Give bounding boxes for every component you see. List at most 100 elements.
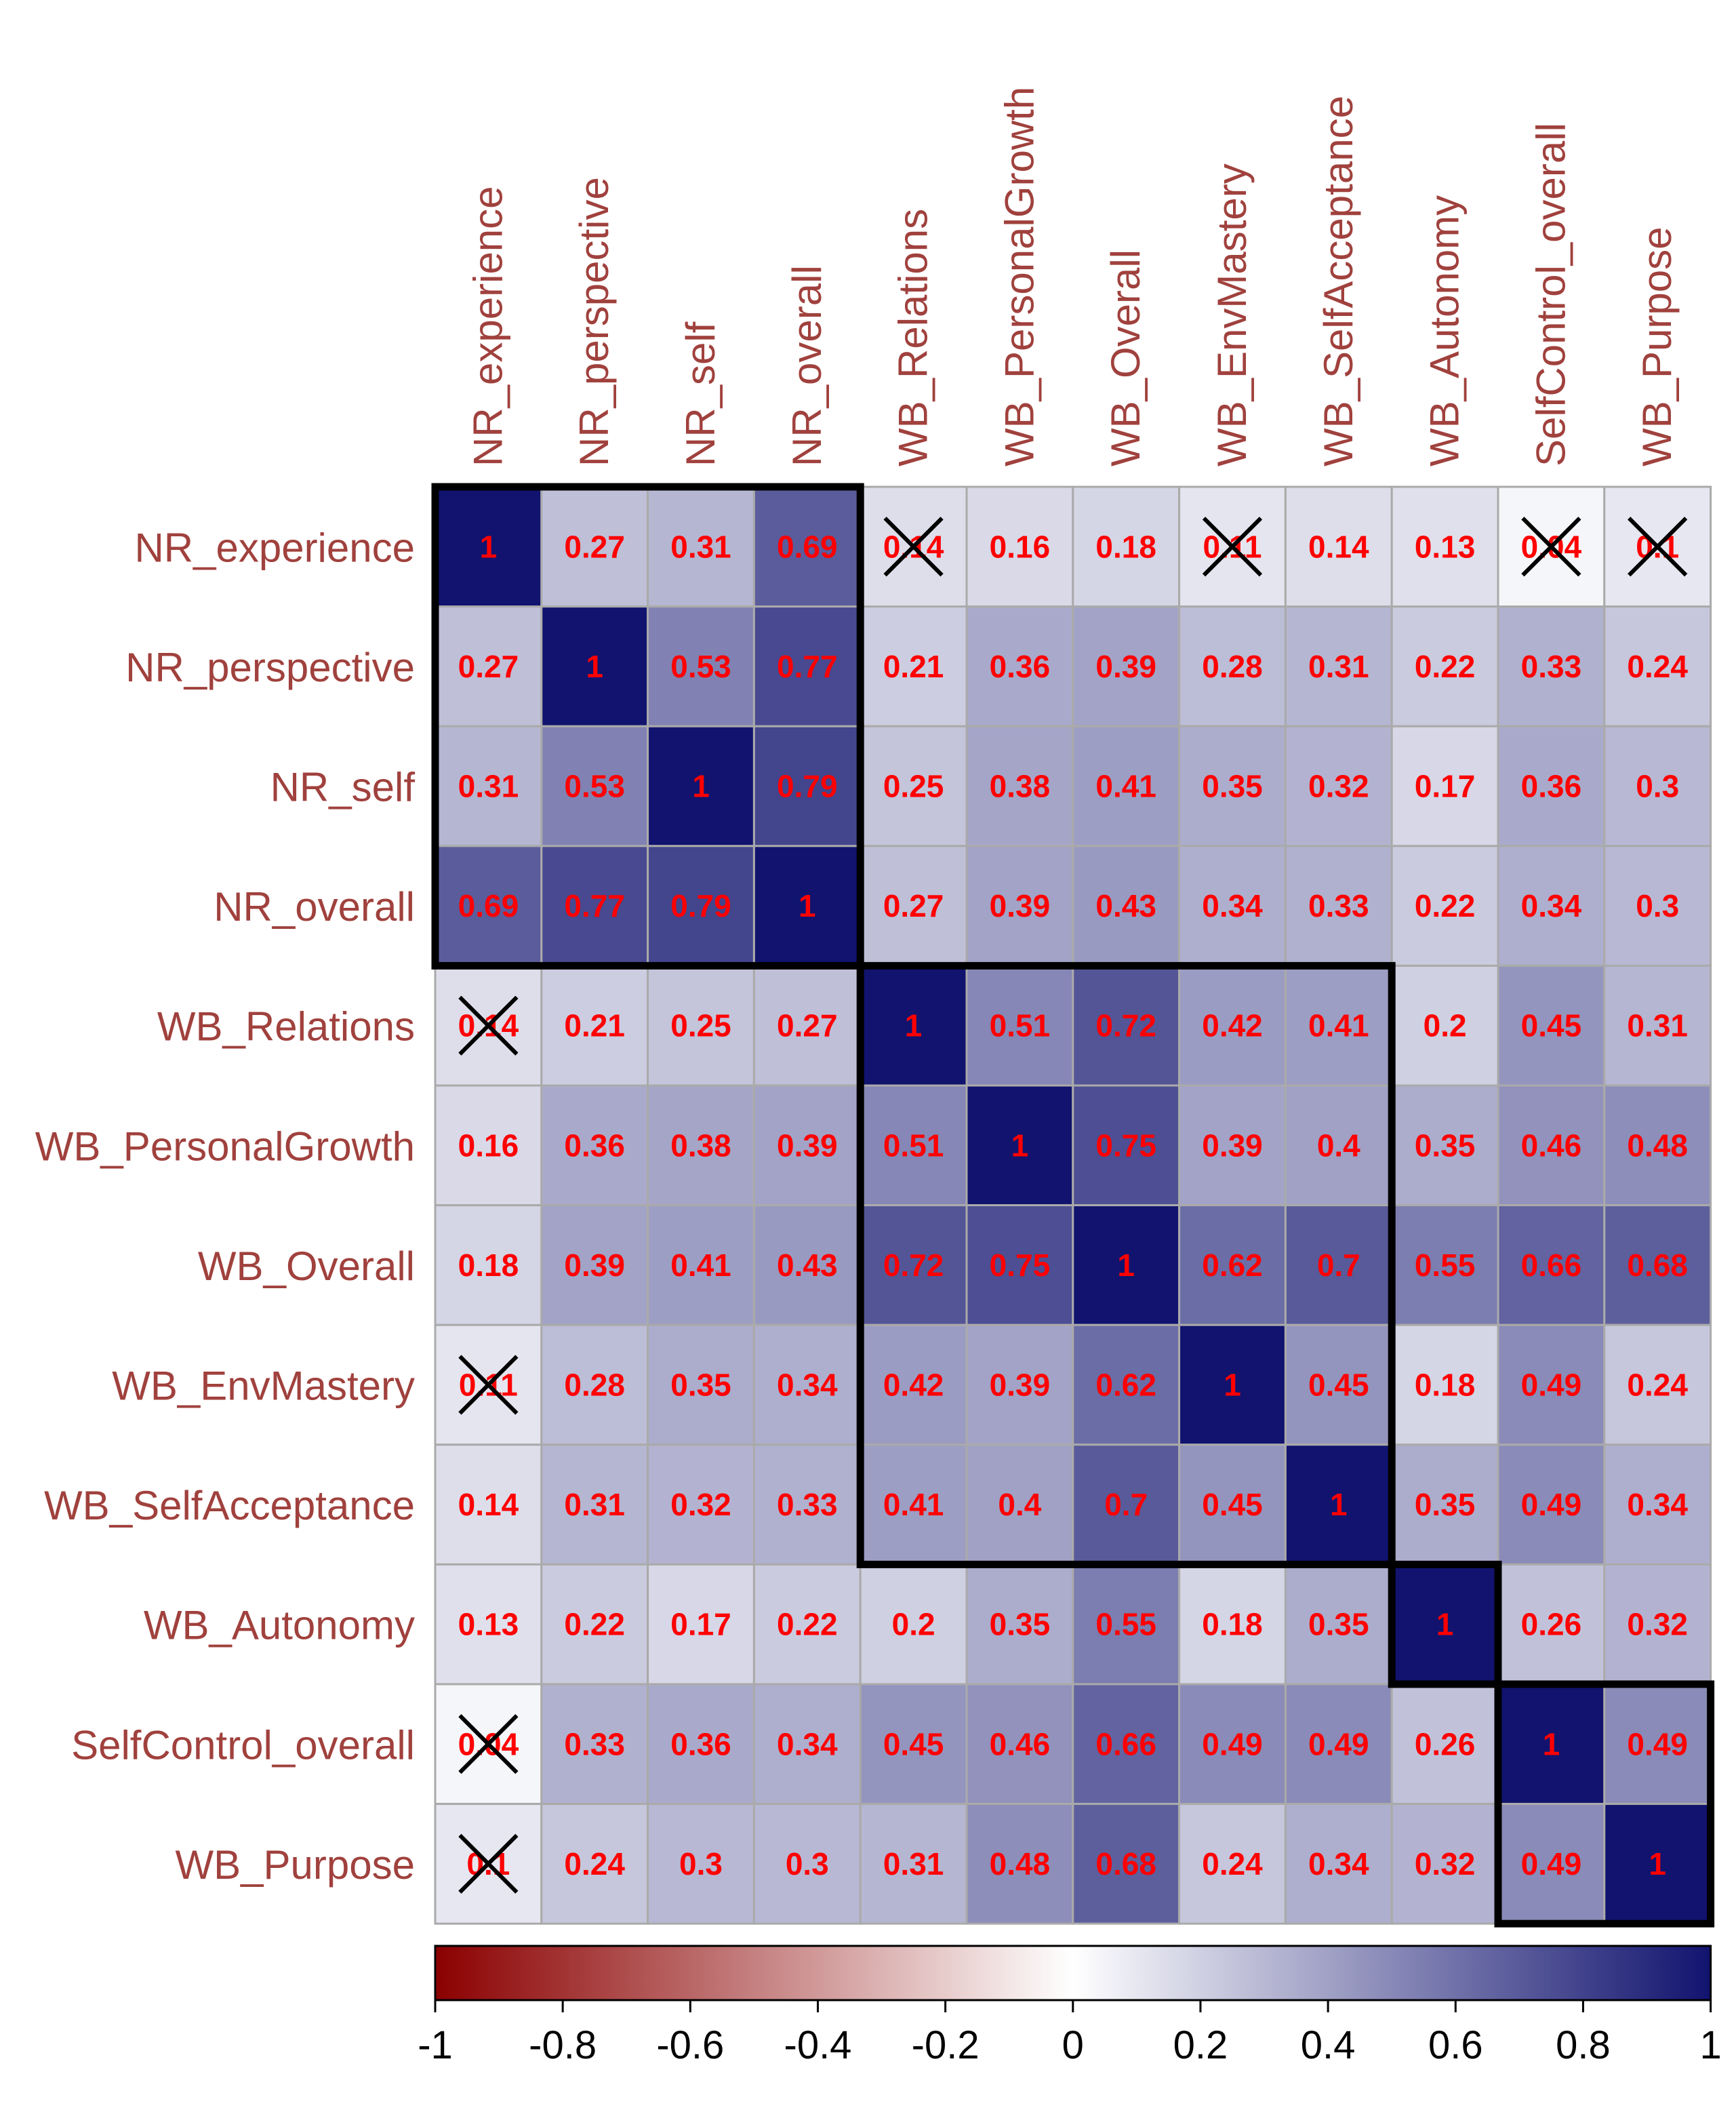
cell-value-label: 0.41 [883,1487,944,1522]
cell-value-label: 0.77 [777,649,838,684]
heatmap-cell [540,605,649,728]
cell-value-label: 0.4 [1317,1128,1360,1163]
heatmap-cell [434,1563,543,1686]
heatmap-cell [1072,1563,1181,1686]
cell-value-label: 0.53 [670,649,731,684]
cell-value-label: 0.36 [564,1128,625,1163]
cell-value-label: 0.26 [1521,1607,1582,1642]
cell-value-label: 0.62 [1095,1368,1156,1403]
heatmap-cell [1603,725,1712,848]
heatmap-cell [965,485,1074,608]
cell-value-label: 0.3 [786,1846,829,1881]
column-label: WB_EnvMastery [1209,163,1255,466]
cell-value-label: 0.42 [883,1368,944,1403]
cell-value-label: 0.2 [1424,1008,1467,1043]
row-label: SelfControl_overall [71,1722,415,1768]
cell-value-label: 0.24 [1627,1368,1688,1403]
heatmap-cell [752,1803,862,1925]
cell-value-label: 0.35 [1308,1607,1369,1642]
cell-value-label: 0.68 [1627,1248,1688,1283]
cell-value-label: 0.18 [1415,1368,1476,1403]
cell-value-label: 1 [1649,1846,1666,1881]
cell-value-label: 0.31 [883,1846,944,1881]
cell-value-label: 0.49 [1521,1487,1582,1522]
cell-value-label: 0.45 [1521,1008,1582,1043]
heatmap-cell [752,1683,862,1806]
cell-value-label: 0.24 [1202,1846,1263,1881]
cell-value-label: 1 [1543,1726,1560,1761]
heatmap-cell [540,1803,649,1925]
cell-value-label: 0.18 [1095,529,1156,564]
cell-value-label: 0.32 [1415,1846,1476,1881]
cell-value-label: 0.39 [1202,1128,1263,1163]
heatmap-cell [1178,845,1287,967]
cell-value-label: 0.4 [998,1487,1041,1522]
column-label: WB_PersonalGrowth [996,87,1042,466]
cell-value-label: 0.45 [883,1726,944,1761]
heatmap-cell [540,964,649,1087]
cell-value-label: 0.35 [990,1607,1051,1642]
heatmap-cell [647,1563,755,1686]
heatmap-cell [1284,1683,1393,1806]
cell-value-label: 0.3 [1636,888,1679,923]
cell-value-label: 0.77 [564,888,625,923]
cell-value-label: 0.16 [990,529,1051,564]
cell-value-label: 1 [692,769,710,804]
cell-value-label: 0.46 [1521,1128,1582,1163]
cluster-box [1494,1680,1715,1928]
cell-value-label: 0.48 [1627,1128,1688,1163]
cell-value-label: 0.75 [990,1248,1051,1283]
column-label: WB_Relations [891,209,936,466]
cell-value-label: 0.33 [777,1487,838,1522]
heatmap-cell [434,1204,543,1326]
heatmap-cell [965,1563,1074,1686]
colorbar [434,1945,1712,2001]
heatmap-cell [859,1323,968,1446]
row-label: WB_Autonomy [144,1603,415,1648]
cell-value-label: 0.79 [777,769,838,804]
colorbar-tick-label: 0.2 [1173,2023,1228,2067]
cell-value-label: 0.25 [883,769,944,804]
heatmap-cell [752,1323,862,1446]
insignificant-cross-mark [883,517,944,577]
colorbar-tick-label: 1 [1699,2023,1721,2067]
heatmap-cell [1497,1323,1606,1446]
cell-value-label: 0.35 [1202,769,1263,804]
heatmap-cell [1603,845,1712,967]
heatmap-cell [1072,1084,1181,1207]
cell-value-label: 0.69 [458,888,519,923]
cell-value-label: 0.31 [458,769,519,804]
cell-value-label: 0.49 [1627,1726,1688,1761]
heatmap-cell [1178,1323,1287,1446]
cell-value-label: 0.35 [1415,1128,1476,1163]
cell-value-label: 0.33 [1521,649,1582,684]
heatmap-cell [1603,964,1712,1087]
cell-value-label: 0.18 [458,1248,519,1283]
cell-value-label: 0.72 [1095,1008,1156,1043]
cell-value-label: 0.7 [1104,1487,1148,1522]
insignificant-cross-mark [1521,517,1581,577]
heatmap-cell [1603,1204,1712,1326]
cell-value-label: 0.32 [1308,769,1369,804]
row-label: NR_self [270,765,416,810]
cell-value-label: 0.7 [1317,1248,1360,1283]
heatmap-cell [965,1323,1074,1446]
heatmap-cell [434,605,543,728]
row-label: NR_perspective [125,645,415,690]
heatmap-cell [1072,1204,1181,1326]
column-label: WB_Purpose [1634,227,1680,467]
heatmap-cell [1497,1443,1606,1566]
cell-value-label: 0.41 [670,1248,731,1283]
heatmap-cell [859,725,968,848]
cell-value-label: 1 [905,1008,923,1043]
cell-value-label: 0.72 [883,1248,944,1283]
insignificant-cross-mark [458,1714,519,1774]
heatmap-cell [752,845,862,967]
heatmap-cell [1390,1323,1499,1446]
heatmap-cell [965,725,1074,848]
cell-value-label: 0.31 [564,1487,625,1522]
cell-value-label: 0.39 [1095,649,1156,684]
cell-value-label: 0.18 [1202,1607,1263,1642]
heatmap-cell [859,1443,968,1566]
heatmap-cell [647,1323,755,1446]
